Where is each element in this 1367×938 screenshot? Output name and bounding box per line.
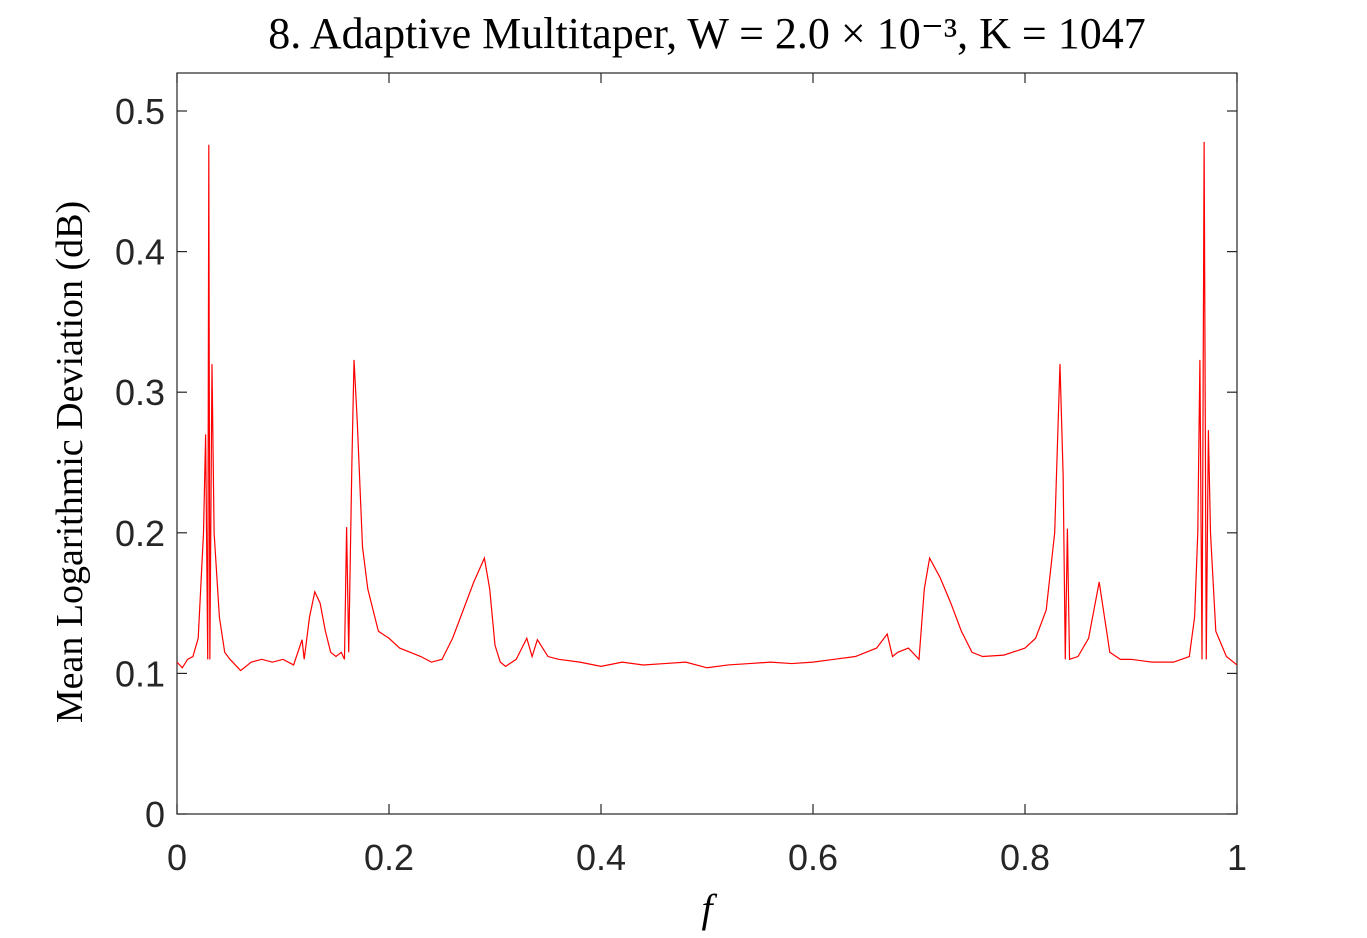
y-tick-label: 0.2 — [115, 513, 165, 554]
y-tick-label: 0.1 — [115, 653, 165, 694]
y-tick-label: 0.3 — [115, 372, 165, 413]
x-tick-label: 1 — [1227, 837, 1247, 878]
y-axis-label: Mean Logarithmic Deviation (dB) — [49, 201, 91, 723]
data-line — [176, 141, 1238, 672]
x-tick-label: 0.8 — [1000, 837, 1050, 878]
y-tick-label: 0 — [145, 794, 165, 835]
chart-title: 8. Adaptive Multitaper, W = 2.0 × 10⁻³, … — [268, 9, 1145, 58]
x-tick-label: 0.6 — [788, 837, 838, 878]
x-tick-label: 0.2 — [364, 837, 414, 878]
x-tick-label: 0.4 — [576, 837, 626, 878]
x-axis-label: f — [701, 886, 717, 931]
axes-box — [176, 72, 1238, 815]
y-tick-label: 0.4 — [115, 232, 165, 273]
y-tick-label: 0.5 — [115, 91, 165, 132]
x-tick-label: 0 — [167, 837, 187, 878]
